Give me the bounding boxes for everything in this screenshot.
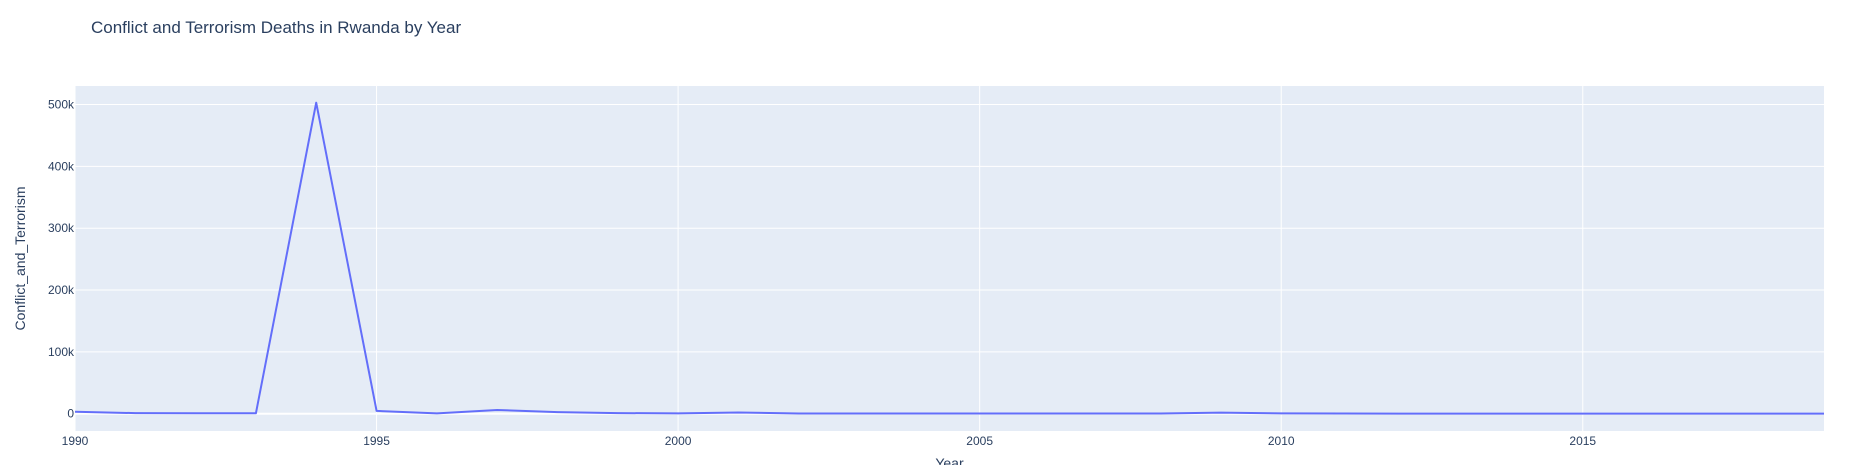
tick-labels: 1990 1995 2000 2005 2010 2015 0 100k 200k 300k 400…	[48, 98, 1596, 448]
data-point[interactable]	[434, 410, 440, 416]
data-point[interactable]	[735, 409, 741, 415]
data-point[interactable]	[1399, 411, 1405, 417]
data-point[interactable]	[675, 410, 681, 416]
series-layer	[74, 100, 1827, 417]
data-point[interactable]	[313, 100, 319, 106]
data-point[interactable]	[132, 410, 138, 416]
x-tick-label: 2010	[1268, 434, 1295, 448]
y-tick-label: 100k	[48, 345, 75, 359]
y-tick-label: 500k	[48, 98, 75, 112]
data-point[interactable]	[916, 411, 922, 417]
data-point[interactable]	[1700, 411, 1706, 417]
data-point[interactable]	[1218, 410, 1224, 416]
data-point[interactable]	[554, 409, 560, 415]
x-tick-label: 2015	[1569, 434, 1596, 448]
x-tick-label: 1995	[363, 434, 390, 448]
data-point[interactable]	[1519, 411, 1525, 417]
data-point[interactable]	[193, 410, 199, 416]
x-tick-label: 2000	[665, 434, 692, 448]
data-point[interactable]	[374, 408, 380, 414]
y-tick-label: 200k	[48, 283, 75, 297]
data-point[interactable]	[1821, 411, 1827, 417]
x-tick-label: 1990	[62, 434, 89, 448]
y-tick-label: 0	[67, 407, 74, 421]
data-point[interactable]	[977, 411, 983, 417]
series-line	[74, 101, 1824, 415]
y-axis-title: Conflict_and_Terrorism	[12, 187, 28, 331]
data-point[interactable]	[1339, 411, 1345, 417]
plot-area	[75, 86, 1824, 431]
data-point[interactable]	[494, 407, 500, 413]
data-point[interactable]	[1097, 411, 1103, 417]
data-point[interactable]	[1761, 411, 1767, 417]
data-point[interactable]	[1037, 411, 1043, 417]
data-point[interactable]	[1158, 411, 1164, 417]
chart-title: Conflict and Terrorism Deaths in Rwanda …	[91, 18, 462, 37]
data-point[interactable]	[1278, 410, 1284, 416]
data-point[interactable]	[1640, 411, 1646, 417]
y-tick-label: 300k	[48, 221, 75, 235]
data-point[interactable]	[253, 410, 259, 416]
data-point[interactable]	[615, 410, 621, 416]
x-tick-label: 2005	[966, 434, 993, 448]
data-point[interactable]	[796, 411, 802, 417]
x-axis-title: Year	[935, 455, 964, 465]
data-point[interactable]	[856, 411, 862, 417]
data-point[interactable]	[1459, 411, 1465, 417]
data-point[interactable]	[1580, 411, 1586, 417]
y-tick-label: 400k	[48, 159, 75, 173]
